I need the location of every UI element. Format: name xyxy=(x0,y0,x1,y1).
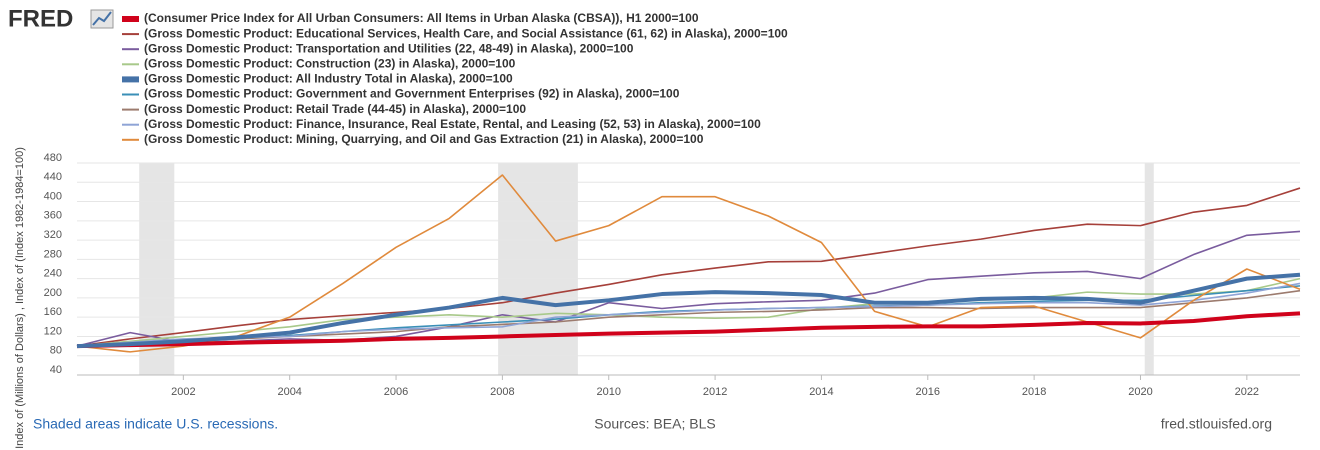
y-tick-label: 400 xyxy=(44,190,62,202)
legend-swatch xyxy=(122,16,139,22)
recession-band xyxy=(498,163,578,375)
legend-label: (Gross Domestic Product: Educational Ser… xyxy=(144,26,788,40)
x-tick-label: 2002 xyxy=(171,386,195,398)
x-tick-label: 2010 xyxy=(596,386,620,398)
y-tick-label: 320 xyxy=(44,229,62,241)
recession-band xyxy=(1144,163,1154,375)
y-tick-label: 280 xyxy=(44,248,62,260)
source: Sources: BEA; BLS xyxy=(594,416,715,432)
y-tick-label: 120 xyxy=(44,325,62,337)
site: fred.stlouisfed.org xyxy=(1161,416,1272,432)
x-tick-label: 2008 xyxy=(490,386,514,398)
legend-swatch xyxy=(122,63,139,66)
x-tick-label: 2022 xyxy=(1235,386,1259,398)
legend-label: (Gross Domestic Product: All Industry To… xyxy=(144,72,513,86)
y-tick-label: 40 xyxy=(50,364,62,376)
legend-label: (Gross Domestic Product: Transportation … xyxy=(144,41,634,55)
y-tick-label: 240 xyxy=(44,268,62,280)
series-line xyxy=(76,277,1301,347)
legend-swatch xyxy=(122,93,139,96)
legend-swatch xyxy=(122,108,139,111)
y-tick-label: 440 xyxy=(44,171,62,183)
x-tick-label: 2018 xyxy=(1022,386,1046,398)
legend-swatch xyxy=(122,123,139,126)
legend-swatch xyxy=(122,48,139,51)
series-line xyxy=(76,230,1301,347)
legend-label: (Gross Domestic Product: Mining, Quarryi… xyxy=(144,132,704,146)
recession-note: Shaded areas indicate U.S. recessions. xyxy=(33,416,278,432)
legend-swatch xyxy=(122,138,139,141)
x-tick-label: 2014 xyxy=(809,386,833,398)
x-tick-label: 2020 xyxy=(1128,386,1152,398)
y-tick-label: 160 xyxy=(44,306,62,318)
legend-label: (Gross Domestic Product: Construction (2… xyxy=(144,56,516,70)
y-axis-label: Index of (Millions of Dollars) , Index o… xyxy=(14,147,26,449)
logo-text: FRED xyxy=(8,5,73,32)
legend-swatch xyxy=(122,33,139,36)
x-tick-label: 2012 xyxy=(703,386,727,398)
series-line xyxy=(76,272,1301,349)
y-tick-label: 480 xyxy=(44,152,62,164)
y-tick-label: 360 xyxy=(44,210,62,222)
legend-swatch xyxy=(122,76,139,83)
x-tick-label: 2016 xyxy=(916,386,940,398)
legend-label: (Consumer Price Index for All Urban Cons… xyxy=(144,11,699,25)
x-tick-label: 2004 xyxy=(277,386,301,398)
series-line xyxy=(76,311,1301,349)
y-tick-label: 200 xyxy=(44,287,62,299)
legend-label: (Gross Domestic Product: Retail Trade (4… xyxy=(144,102,526,116)
logo: FRED xyxy=(8,5,114,32)
legend-label: (Gross Domestic Product: Finance, Insura… xyxy=(144,117,761,131)
legend-label: (Gross Domestic Product: Government and … xyxy=(144,87,680,101)
logo-icon-line xyxy=(92,11,112,26)
series-line xyxy=(76,282,1301,347)
x-tick-label: 2006 xyxy=(384,386,408,398)
y-tick-label: 80 xyxy=(50,345,62,357)
